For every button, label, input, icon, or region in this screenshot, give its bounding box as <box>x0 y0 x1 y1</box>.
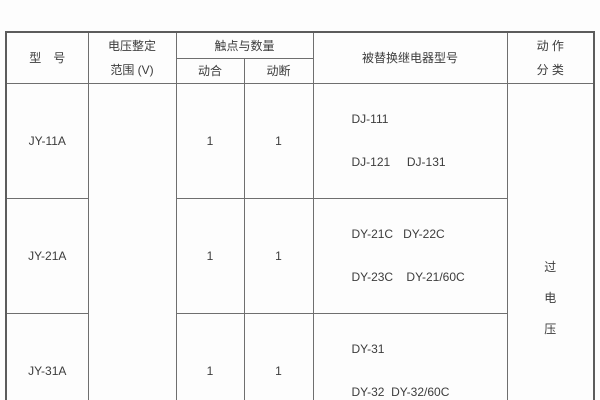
replaced-relay-cell: DJ-111 DJ-121 DJ-131 <box>312 82 508 199</box>
replaced-line1: DY-21C DY-22C <box>351 226 445 241</box>
replaced-line2: DJ-121 DJ-131 <box>351 154 446 169</box>
table-row: JY-31A 1 1 DY-31 DY-32 DY-32/60C <box>5 312 594 400</box>
contact-no-cell: 1 <box>175 82 245 199</box>
replaced-line1: DY-31 <box>351 341 385 356</box>
replaced-relay-cell: DY-31 DY-32 DY-32/60C <box>312 312 508 400</box>
header-row-top: 型 号 电压整定 范围 (V) 触点与数量 被替换继电器型号 动 作 分 类 <box>5 31 595 84</box>
header-replaced-relay: 被替换继电器型号 <box>312 31 508 84</box>
contact-no-cell: 1 <box>175 197 245 314</box>
table-row: JY-21A 1 1 DY-21C DY-22C DY-23C DY-21/60… <box>5 197 594 314</box>
header-voltage-line2: 范围 (V) <box>110 62 154 77</box>
action-class-overvoltage-cell: 过 电 压 <box>506 82 595 400</box>
action-char: 压 <box>544 321 557 336</box>
relay-spec-table: 型 号 电压整定 范围 (V) 触点与数量 被替换继电器型号 动 作 分 类 动… <box>5 31 596 400</box>
table-row: JY-11A 1~240V 或 40~440V 1 1 DJ-111 DJ-12… <box>5 82 595 400</box>
replaced-line1: DJ-111 <box>351 111 389 126</box>
header-voltage-line1: 电压整定 <box>107 38 156 53</box>
header-row-sub: 动合 动断 <box>6 57 594 84</box>
header-model: 型 号 <box>5 31 89 84</box>
model-cell: JY-11A <box>5 82 89 199</box>
model-cell: JY-21A <box>5 197 89 314</box>
contact-nc-cell: 1 <box>243 312 314 400</box>
contact-no-cell: 1 <box>175 312 245 400</box>
voltage-range-cell: 1~240V 或 40~440V <box>87 82 177 400</box>
contact-nc-cell: 1 <box>243 82 314 199</box>
replaced-relay-cell: DY-21C DY-22C DY-23C DY-21/60C <box>312 197 508 314</box>
action-char: 电 <box>544 290 557 305</box>
header-action-line2: 分 类 <box>536 62 564 77</box>
model-cell: JY-31A <box>5 312 89 400</box>
replaced-line2: DY-23C DY-21/60C <box>351 269 465 284</box>
header-contacts-group: 触点与数量 <box>175 31 314 59</box>
contact-nc-cell: 1 <box>243 197 314 314</box>
header-action-class: 动 作 分 类 <box>506 31 595 84</box>
header-contact-no: 动合 <box>175 57 245 84</box>
header-contact-nc: 动断 <box>243 57 314 84</box>
replaced-line2: DY-32 DY-32/60C <box>351 384 450 399</box>
action-char: 过 <box>544 259 557 274</box>
header-voltage-range: 电压整定 范围 (V) <box>87 31 177 84</box>
header-action-line1: 动 作 <box>536 38 564 53</box>
